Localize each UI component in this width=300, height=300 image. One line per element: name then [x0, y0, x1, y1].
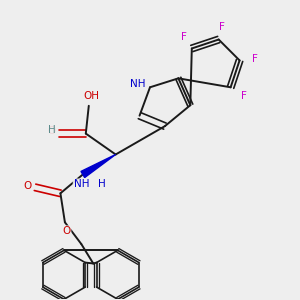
Text: NH: NH: [130, 79, 146, 89]
Text: F: F: [252, 54, 257, 64]
Text: O: O: [23, 181, 32, 191]
Text: H: H: [48, 125, 55, 135]
Text: F: F: [182, 32, 187, 41]
Text: F: F: [219, 22, 225, 32]
Text: OH: OH: [83, 91, 99, 101]
Text: O: O: [62, 226, 70, 236]
Text: NH: NH: [74, 179, 89, 189]
Text: F: F: [241, 91, 247, 101]
Text: O: O: [47, 126, 56, 136]
Polygon shape: [81, 154, 116, 178]
Text: H: H: [98, 179, 106, 189]
